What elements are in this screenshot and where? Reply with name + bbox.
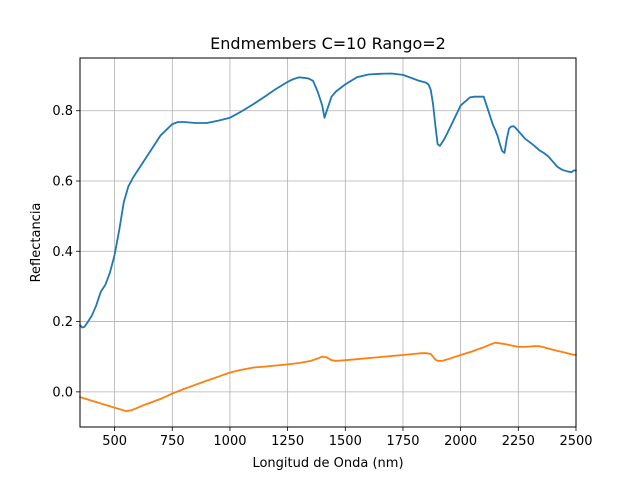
x-tick-label: 2250 <box>502 434 535 449</box>
y-tick-label: 0.6 <box>52 175 73 190</box>
x-tick-label: 2500 <box>559 434 592 449</box>
grid <box>80 58 577 427</box>
y-tick-label: 0.0 <box>52 385 73 400</box>
y-axis-label: Reflectancia <box>29 203 44 283</box>
plot-frame <box>79 57 577 428</box>
series-line-2 <box>79 341 577 413</box>
chart-title: Endmembers C=10 Rango=2 <box>210 34 446 53</box>
ticks: 500 750 1000 1250 1500 1750 2000 2250 2500 0.0 0.2… <box>52 104 592 449</box>
x-tick-label: 2000 <box>444 434 477 449</box>
x-tick-label: 1500 <box>329 434 362 449</box>
x-tick-label: 1250 <box>271 434 304 449</box>
x-tick-label: 1000 <box>213 434 246 449</box>
x-tick-label: 1750 <box>386 434 419 449</box>
y-tick-label: 0.4 <box>52 245 73 260</box>
y-tick-label: 0.2 <box>52 315 73 330</box>
x-axis-label: Longitud de Onda (nm) <box>252 456 403 471</box>
series-layer <box>79 72 577 413</box>
series-line-1 <box>79 72 577 329</box>
x-tick-label: 750 <box>160 434 185 449</box>
y-tick-label: 0.8 <box>52 104 73 119</box>
x-tick-label: 500 <box>102 434 127 449</box>
